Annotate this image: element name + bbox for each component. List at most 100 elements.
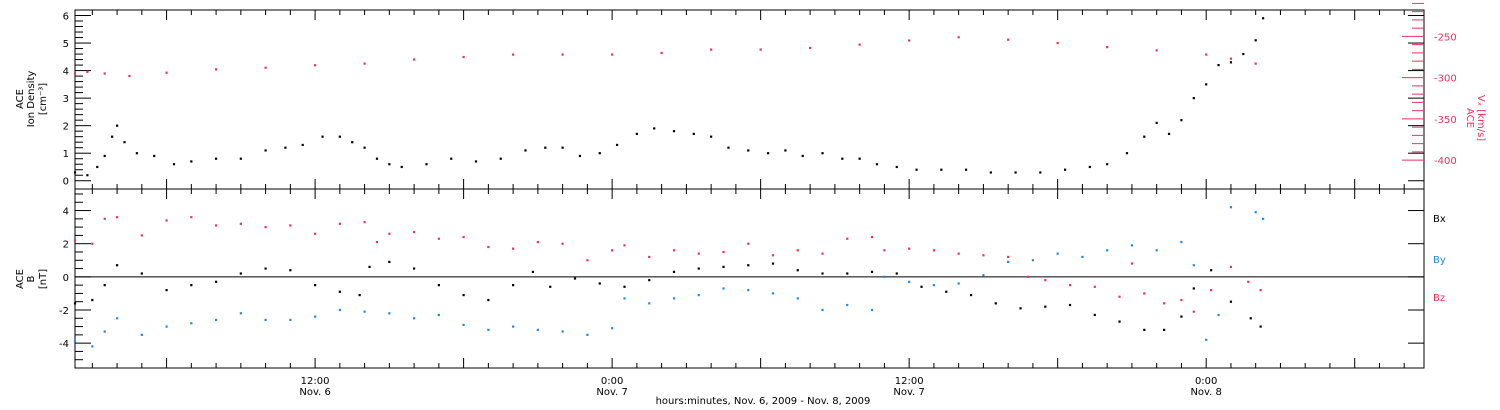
point-ion-density (989, 171, 992, 174)
point-by (821, 308, 824, 312)
point-ion-density (821, 152, 824, 155)
point-bx (771, 262, 775, 265)
point-bx (91, 298, 94, 302)
point-by (214, 318, 218, 322)
point-by (623, 297, 626, 300)
point-bz (1192, 310, 1195, 313)
point-bx (1249, 317, 1252, 320)
point-bx (264, 267, 267, 270)
point-ion-density (425, 163, 428, 166)
point-ion-density (115, 124, 119, 127)
point-bz (561, 242, 564, 245)
point-ion-density (940, 168, 943, 171)
point-ion-density (474, 160, 478, 163)
point-ion-density (351, 141, 354, 144)
point-vx (1007, 38, 1010, 41)
point-by (1106, 249, 1109, 252)
point-ion-density (96, 165, 99, 169)
point-by (883, 275, 886, 278)
point-bx (697, 267, 700, 270)
point-by (140, 333, 143, 336)
point-bx (368, 265, 371, 268)
point-vx (512, 53, 515, 56)
point-ion-density (858, 157, 861, 160)
point-vx (561, 53, 564, 56)
point-vx (165, 71, 168, 74)
point-bx (1180, 315, 1183, 318)
point-ion-density (1088, 165, 1091, 169)
point-by (1081, 255, 1084, 259)
point-ion-density (727, 146, 730, 149)
point-by (388, 312, 391, 315)
point-vx (462, 55, 465, 59)
point-ion-density (1063, 168, 1067, 171)
point-bx (672, 270, 676, 273)
point-bz (1007, 255, 1010, 259)
point-by (908, 280, 911, 283)
point-bz (115, 216, 119, 219)
point-ion-density (964, 168, 968, 171)
point-bz (363, 221, 366, 224)
density-tick-label: 3 (63, 94, 69, 105)
point-by (932, 284, 936, 287)
velocity-tick-label: -350 (1434, 115, 1457, 126)
point-bx (487, 298, 490, 302)
point-bz (771, 254, 775, 257)
point-bz (214, 224, 218, 227)
point-bz (1247, 280, 1250, 283)
point-by (115, 317, 119, 320)
point-vx (1106, 46, 1109, 49)
point-ion-density (841, 157, 844, 160)
point-vx (957, 36, 960, 39)
point-bx (1118, 320, 1121, 323)
point-bx (140, 272, 143, 275)
point-vx (858, 43, 861, 46)
point-vx (908, 39, 911, 42)
point-ion-density (615, 143, 619, 147)
point-bz (846, 237, 849, 240)
point-bz (747, 242, 750, 245)
point-bz (91, 242, 94, 245)
point-ion-density (1262, 17, 1265, 20)
point-ion-density (1155, 121, 1158, 125)
point-bz (1068, 284, 1072, 287)
point-ion-density (1205, 83, 1208, 86)
point-vx (103, 72, 106, 75)
point-ion-density (450, 157, 453, 160)
point-bx (821, 272, 824, 275)
point-by (462, 323, 465, 327)
density-tick-label: 4 (63, 67, 69, 78)
point-bx (115, 264, 119, 267)
point-by (437, 313, 440, 317)
point-bx (214, 280, 218, 283)
point-bz (1163, 302, 1166, 305)
point-ion-density (1229, 61, 1233, 64)
point-bx (648, 279, 651, 282)
b-ylabel-line2: B (26, 275, 37, 282)
point-bz (722, 250, 725, 254)
point-ion-density (801, 154, 804, 158)
point-ion-density (123, 141, 126, 144)
point-by (165, 325, 168, 328)
point-bx (870, 270, 874, 273)
point-bz (796, 249, 799, 252)
point-by (846, 303, 849, 307)
point-bz (957, 252, 960, 255)
point-bz (648, 255, 651, 259)
point-ion-density (1167, 132, 1171, 136)
point-ion-density (400, 165, 403, 169)
point-ion-density (766, 152, 770, 155)
point-vx (313, 64, 317, 67)
point-bx (1068, 303, 1072, 307)
time-tick-label: 0:00 (1195, 376, 1217, 387)
point-bz (512, 247, 515, 250)
point-bz (388, 232, 391, 235)
point-ion-density (375, 157, 379, 160)
point-ion-density (1014, 171, 1017, 174)
point-ion-density (692, 132, 695, 136)
point-by (338, 308, 341, 312)
point-ion-density (214, 157, 218, 160)
point-bx (1259, 325, 1262, 328)
point-vx (1205, 53, 1208, 56)
